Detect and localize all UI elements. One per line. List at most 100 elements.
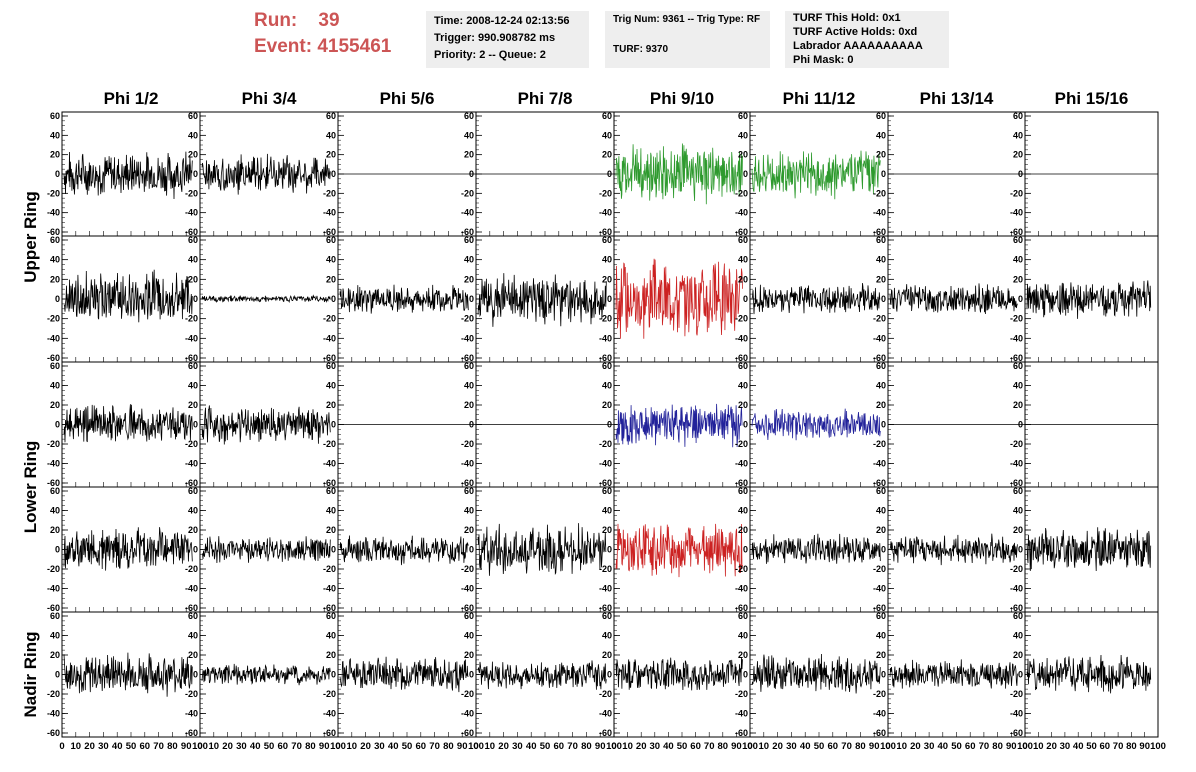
y-tick-label: 0 (1018, 294, 1023, 304)
waveform-trace (1026, 527, 1152, 572)
y-tick-label: 40 (738, 255, 748, 265)
y-tick-label: 60 (188, 611, 198, 621)
x-tick-label: 20 (84, 741, 95, 752)
y-tick-label: 40 (738, 506, 748, 516)
y-tick-label: -60 (323, 478, 336, 488)
y-tick-label: 20 (50, 274, 60, 284)
y-tick-label: 0 (881, 169, 886, 179)
x-tick-label: 10 (896, 741, 907, 752)
y-tick-label: -40 (185, 208, 198, 218)
y-tick-label: 0 (55, 420, 60, 430)
x-tick-label: 10 (347, 741, 358, 752)
y-tick-label: -40 (185, 584, 198, 594)
y-tick-label: -20 (323, 439, 336, 449)
time-info-box: Time: 2008-12-24 02:13:56 Trigger: 990.9… (426, 11, 589, 68)
y-tick-label: -40 (735, 459, 748, 469)
y-tick-label: 20 (1013, 274, 1023, 284)
y-tick-label: -20 (735, 564, 748, 574)
y-tick-label: 60 (1013, 235, 1023, 245)
y-tick-label: 20 (1013, 525, 1023, 535)
x-tick-label: 90 (181, 741, 192, 752)
waveform-trace (889, 533, 1018, 566)
y-tick-label: 0 (1018, 169, 1023, 179)
x-tick-label: 60 (1100, 741, 1111, 752)
y-tick-label: 0 (193, 670, 198, 680)
x-tick-label: 0 (473, 741, 478, 752)
y-tick-label: -40 (185, 459, 198, 469)
waveform-trace (615, 657, 743, 691)
y-tick-label: -60 (185, 227, 198, 237)
x-tick-label: 0 (885, 741, 890, 752)
column-header: Phi 7/8 (518, 89, 573, 108)
y-tick-label: 0 (743, 169, 748, 179)
y-tick-label: -60 (323, 603, 336, 613)
y-tick-label: -40 (47, 208, 60, 218)
y-tick-label: 40 (1013, 506, 1023, 516)
x-tick-label: 90 (457, 741, 468, 752)
y-tick-label: -20 (599, 689, 612, 699)
turf-text: TURF: 9370 (613, 44, 669, 55)
y-tick-label: 60 (326, 235, 336, 245)
y-tick-label: 40 (188, 506, 198, 516)
waveform-trace (339, 284, 469, 314)
labrador-text: Labrador AAAAAAAAAA (793, 40, 923, 52)
y-tick-label: 0 (607, 294, 612, 304)
y-tick-label: 0 (469, 294, 474, 304)
y-tick-label: -20 (461, 564, 474, 574)
y-tick-label: -40 (461, 208, 474, 218)
x-tick-label: 60 (278, 741, 289, 752)
y-tick-label: -40 (47, 709, 60, 719)
x-tick-label: 40 (526, 741, 537, 752)
y-tick-label: 20 (188, 650, 198, 660)
y-tick-label: 20 (738, 650, 748, 660)
waveform-trace (63, 404, 193, 443)
x-tick-label: 60 (828, 741, 839, 752)
y-tick-label: -20 (873, 564, 886, 574)
column-header: Phi 13/14 (920, 89, 994, 108)
y-tick-label: 0 (55, 294, 60, 304)
y-tick-label: 40 (326, 631, 336, 641)
x-tick-label: 30 (374, 741, 385, 752)
y-tick-label: -40 (873, 459, 886, 469)
y-tick-label: 0 (193, 545, 198, 555)
y-tick-label: 60 (602, 611, 612, 621)
y-tick-label: -40 (47, 459, 60, 469)
y-tick-label: 60 (188, 235, 198, 245)
y-tick-label: -40 (873, 584, 886, 594)
y-tick-label: 0 (1018, 420, 1023, 430)
y-tick-label: -40 (1010, 709, 1023, 719)
y-tick-label: -40 (185, 709, 198, 719)
y-tick-label: 20 (1013, 400, 1023, 410)
x-tick-label: 10 (71, 741, 82, 752)
x-tick-label: 60 (416, 741, 427, 752)
y-tick-label: 20 (50, 650, 60, 660)
waveform-trace (63, 269, 193, 323)
event-label: Event: (254, 36, 313, 57)
y-tick-label: 20 (464, 274, 474, 284)
x-tick-label: 20 (772, 741, 783, 752)
y-tick-label: 40 (602, 631, 612, 641)
y-tick-label: 0 (55, 670, 60, 680)
x-tick-label: 100 (606, 741, 622, 752)
x-tick-label: 0 (59, 741, 64, 752)
x-tick-label: 80 (1126, 741, 1137, 752)
x-tick-label: 20 (222, 741, 233, 752)
x-tick-label: 70 (841, 741, 852, 752)
column-header: Phi 15/16 (1055, 89, 1129, 108)
y-tick-label: 60 (738, 611, 748, 621)
y-tick-label: 40 (1013, 130, 1023, 140)
y-tick-label: -60 (185, 353, 198, 363)
y-tick-label: 0 (469, 670, 474, 680)
y-tick-label: -20 (599, 188, 612, 198)
x-tick-label: 60 (965, 741, 976, 752)
y-tick-label: 40 (602, 506, 612, 516)
y-tick-label: 0 (743, 545, 748, 555)
y-tick-label: -20 (461, 314, 474, 324)
y-tick-label: 0 (469, 545, 474, 555)
y-tick-label: -40 (323, 459, 336, 469)
y-tick-label: -60 (1010, 478, 1023, 488)
run-row: Run: 39 (254, 8, 391, 34)
x-tick-label: 30 (650, 741, 661, 752)
y-tick-label: 0 (881, 545, 886, 555)
x-tick-label: 50 (814, 741, 825, 752)
